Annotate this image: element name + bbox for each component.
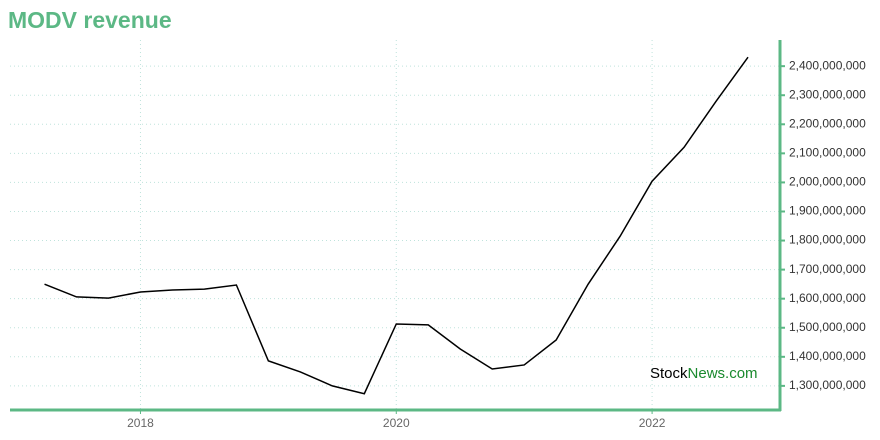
y-tick-label: 2,000,000,000 — [789, 175, 866, 189]
y-tick-label: 1,600,000,000 — [789, 291, 866, 305]
y-tick-label: 1,400,000,000 — [789, 349, 866, 363]
y-tick-label: 2,300,000,000 — [789, 87, 866, 101]
watermark-part: Stock — [650, 365, 688, 382]
y-tick-label: 2,400,000,000 — [789, 58, 866, 72]
y-tick-label: 1,300,000,000 — [789, 378, 866, 392]
chart-title: MODV revenue — [8, 7, 172, 33]
x-tick-label: 2020 — [383, 416, 410, 430]
line — [44, 56, 749, 395]
y-tick-label: 1,700,000,000 — [789, 262, 866, 276]
y-tick-label: 2,200,000,000 — [789, 116, 866, 130]
watermark-part: News.com — [688, 365, 758, 382]
watermark: StockNews.com — [650, 365, 758, 382]
x-tick-label: 2018 — [127, 416, 154, 430]
y-tick-label: 1,500,000,000 — [789, 320, 866, 334]
y-tick-label: 1,900,000,000 — [789, 204, 866, 218]
y-tick-label: 1,800,000,000 — [789, 233, 866, 247]
x-tick-label: 2022 — [639, 416, 666, 430]
y-tick-label: 2,100,000,000 — [789, 146, 866, 160]
